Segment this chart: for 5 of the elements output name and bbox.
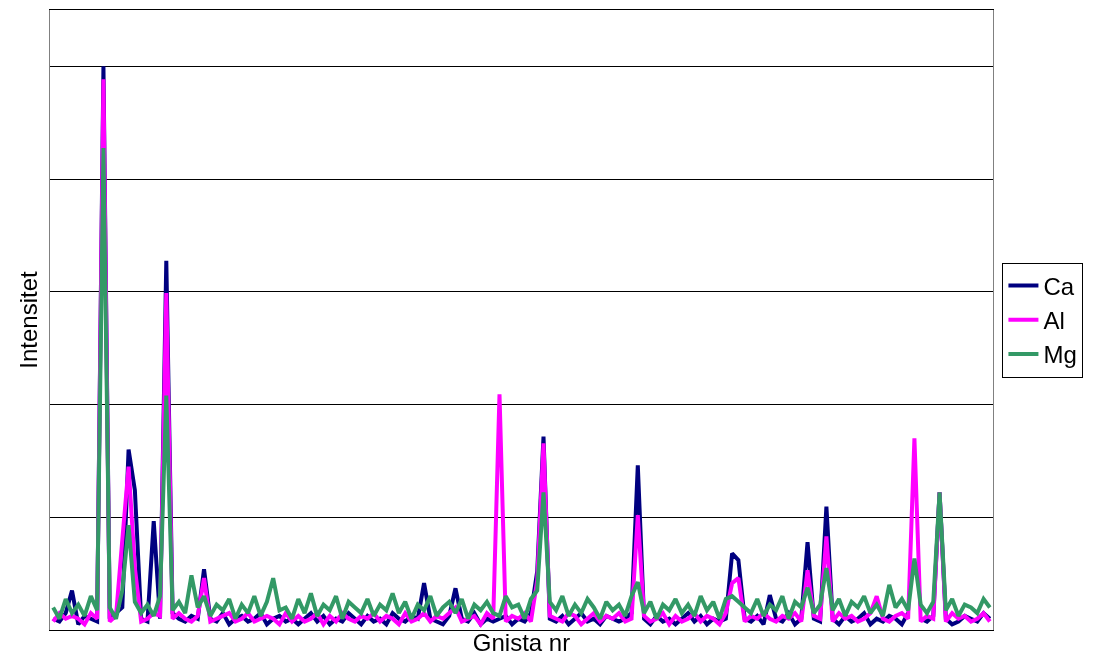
- y-axis-title: Intensitet: [15, 270, 43, 369]
- x-axis-title: Gnista nr: [472, 629, 571, 657]
- legend-label: Al: [1043, 307, 1065, 335]
- legend-label: Mg: [1043, 341, 1077, 369]
- legend-label: Ca: [1043, 272, 1075, 300]
